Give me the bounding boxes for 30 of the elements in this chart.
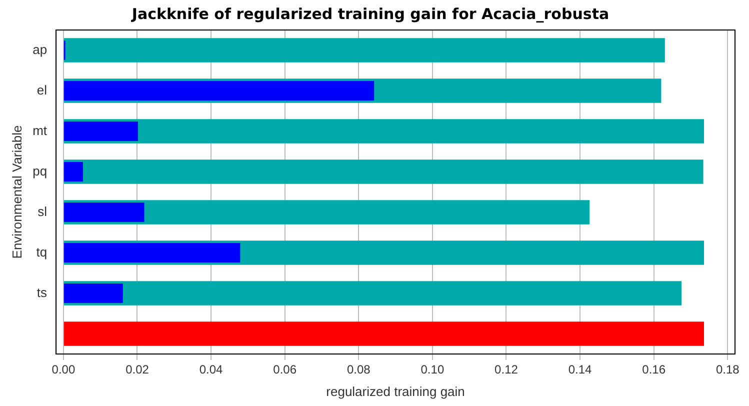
x-tick-label: 0.08 [346,362,371,377]
bar [64,202,144,222]
bar [64,284,123,303]
bar [64,162,83,182]
x-tick-label: 0.04 [199,362,224,377]
bar [64,122,138,141]
y-tick-label: pq [32,163,48,178]
bar [64,38,665,62]
x-tick-label: 0.02 [126,362,150,377]
y-tick-label: ts [36,284,48,300]
y-tick-label: el [36,82,48,98]
y-tick-label: ap [32,42,48,57]
x-tick-label: 0.12 [494,362,518,377]
y-tick-label: sl [38,204,48,219]
x-tick-label: 0.14 [568,362,592,377]
x-tick-label: 0.16 [642,362,666,377]
bar [64,322,704,346]
y-tick-label: tq [36,244,48,260]
bar [64,281,682,306]
bar [64,243,240,262]
bar [64,160,704,184]
chart-title: Jackknife of regularized training gain for Acacia_robusta [130,4,610,23]
y-axis-title: Environmental Variable [9,125,24,259]
x-tick-label: 0.10 [420,362,444,377]
bar [64,81,374,100]
y-tick-label: mt [32,122,48,138]
x-tick-label: 0.18 [716,362,740,377]
x-axis-title: regularized training gain [326,384,465,399]
x-tick-label: 0.06 [273,362,297,377]
x-tick-label: 0.00 [52,362,76,377]
